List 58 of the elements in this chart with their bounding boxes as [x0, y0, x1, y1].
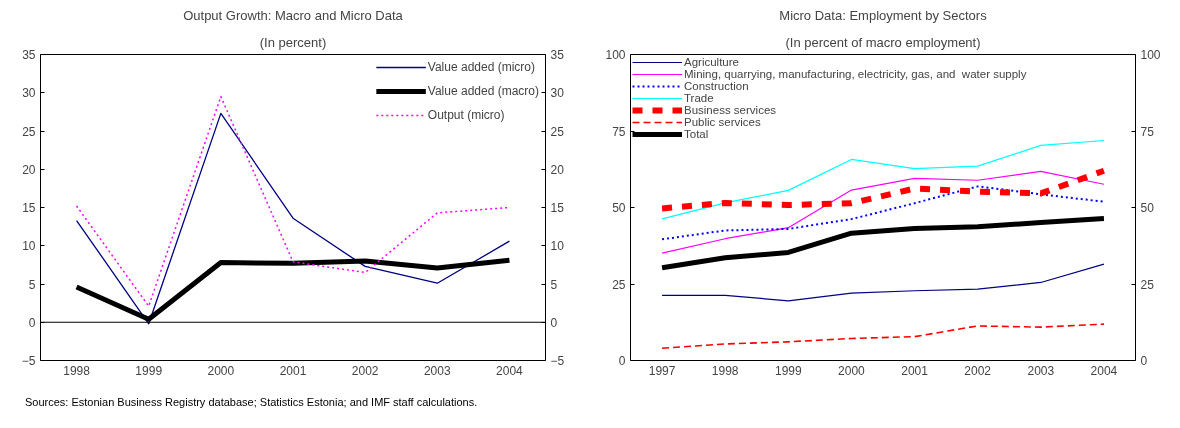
- x-tick-label: 1998: [711, 363, 739, 378]
- y2-tick-label: 25: [1140, 277, 1155, 292]
- chart-subtitle: (In percent): [259, 34, 327, 50]
- y2-tick-label: 100: [1140, 48, 1161, 62]
- x-tick-label: 2002: [351, 363, 379, 378]
- y2-tick-label: 30: [550, 86, 565, 101]
- y-tick-label: 75: [612, 124, 626, 139]
- y-tick-label: 0: [28, 315, 36, 330]
- y2-tick-label: 5: [550, 277, 558, 292]
- x-tick-label: 2000: [838, 363, 866, 378]
- y2-tick-label: 0: [1140, 354, 1148, 368]
- x-tick-label: 2002: [964, 363, 992, 378]
- y-tick-label: 10: [22, 239, 36, 254]
- x-tick-label: 2001: [901, 363, 929, 378]
- y2-tick-label: 35: [550, 48, 565, 62]
- chart-subtitle: (In percent of macro employment): [785, 34, 981, 50]
- y2-tick-label: 75: [1140, 124, 1155, 139]
- x-tick-label: 2003: [423, 363, 451, 378]
- y-tick-label: 5: [28, 277, 36, 292]
- y2-tick-label: 50: [1140, 201, 1155, 215]
- y2-tick-label: 25: [550, 124, 565, 139]
- x-tick-label: 2004: [496, 363, 524, 378]
- x-tick-label: 2003: [1027, 363, 1055, 378]
- chart-title: Output Growth: Macro and Micro Data: [183, 7, 404, 23]
- y-tick-label: 100: [605, 48, 626, 62]
- y-tick-label: 25: [22, 124, 36, 139]
- legend-label: Value added (micro): [427, 60, 535, 74]
- x-tick-label: 1999: [774, 363, 802, 378]
- chart-title: Micro Data: Employment by Sectors: [779, 7, 988, 23]
- legend-label: Trade: [684, 92, 714, 104]
- y2-tick-label: 20: [550, 162, 565, 177]
- source-note: Sources: Estonian Business Registry database; Statistics Estonia; and IMF staff calculations.: [25, 395, 478, 410]
- legend-label: Total: [684, 128, 709, 140]
- legend-label: Output (micro): [427, 108, 505, 122]
- y2-tick-label: 15: [550, 201, 565, 215]
- legend-label: Public services: [684, 116, 761, 128]
- x-tick-label: 2000: [207, 363, 235, 378]
- x-tick-label: 1998: [63, 363, 91, 378]
- y-tick-label: 15: [22, 201, 36, 215]
- y2-tick-label: −5: [550, 354, 565, 368]
- legend-label: Mining, quarrying, manufacturing, electricity, gas, and water supply: [684, 68, 1027, 80]
- y-tick-label: 25: [612, 277, 626, 292]
- x-tick-label: 1997: [648, 363, 676, 378]
- legend-label: Value added (macro): [427, 84, 539, 98]
- y2-tick-label: 0: [550, 315, 558, 330]
- legend-label: Construction: [684, 80, 749, 92]
- y-tick-label: 30: [22, 86, 36, 101]
- y-tick-label: 35: [22, 48, 36, 62]
- x-tick-label: 1999: [135, 363, 163, 378]
- y-tick-label: −5: [21, 354, 36, 368]
- x-tick-label: 2001: [279, 363, 307, 378]
- legend-label: Business services: [684, 104, 777, 116]
- legend-label: Agriculture: [684, 56, 739, 68]
- x-tick-label: 2004: [1090, 363, 1118, 378]
- y2-tick-label: 10: [550, 239, 565, 254]
- y-tick-label: 20: [22, 162, 36, 177]
- y-tick-label: 50: [612, 201, 626, 215]
- y-tick-label: 0: [618, 354, 626, 368]
